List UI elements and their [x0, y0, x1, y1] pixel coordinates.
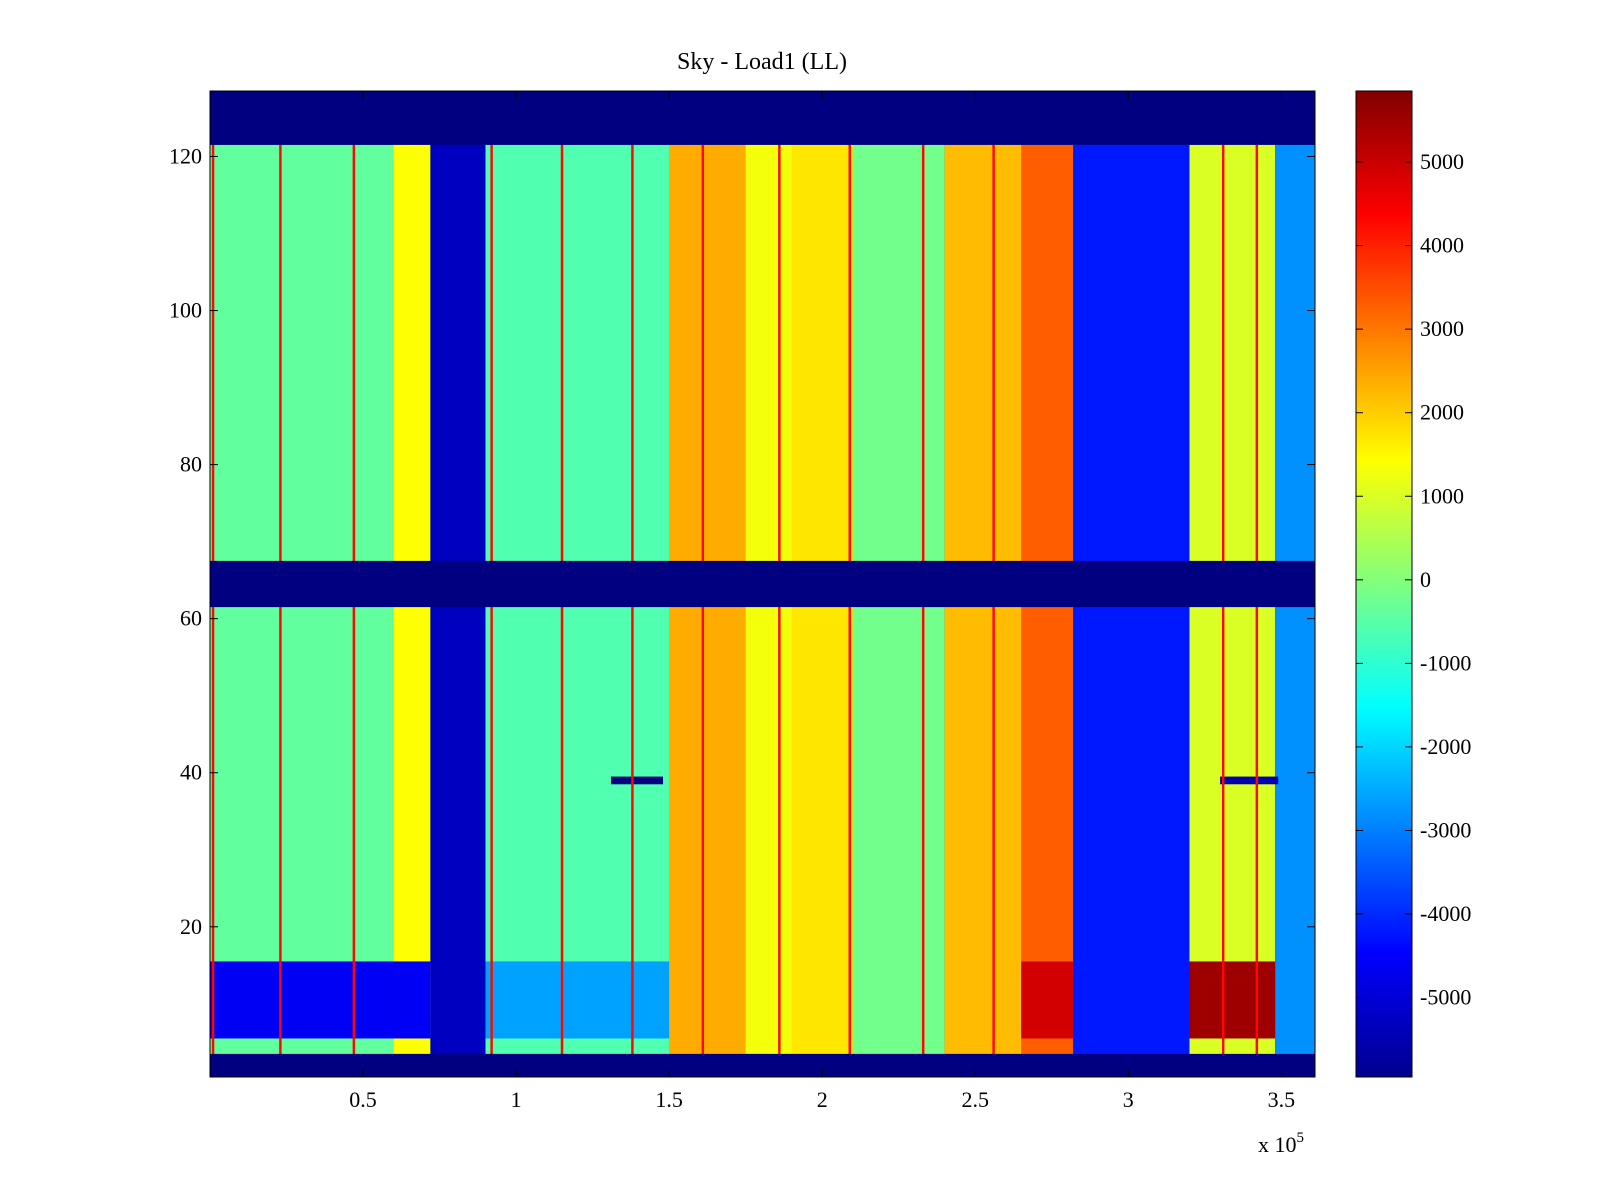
colorbar-tick-label: -4000 [1420, 901, 1471, 926]
heatmap-row-band [485, 961, 670, 1039]
colorbar-tick-label: -2000 [1420, 734, 1471, 759]
heatmap-row-band [1189, 961, 1276, 1039]
colorbar-tick-label: -3000 [1420, 818, 1471, 843]
x-tick-label: 2 [817, 1087, 828, 1112]
y-tick-label: 120 [169, 143, 202, 168]
heatmap-row-band [1220, 776, 1279, 785]
heatmap-cells [210, 91, 1315, 1077]
colorbar-tick-label: 2000 [1420, 400, 1464, 425]
colorbar-tick-label: 0 [1420, 567, 1431, 592]
heatmap-row-band [1021, 961, 1074, 1039]
x-tick-label: 1.5 [655, 1087, 683, 1112]
x-tick-label: 2.5 [961, 1087, 989, 1112]
heatmap-row-band [210, 961, 431, 1039]
colorbar-tick-label: 3000 [1420, 316, 1464, 341]
heatmap-masked-rows [210, 91, 1315, 145]
x-axis: 0.5 1 1.5 2 2.5 3 3.5 [349, 91, 1295, 1112]
x-tick-label: 0.5 [349, 1087, 377, 1112]
y-tick-label: 80 [180, 452, 202, 477]
colorbar-tick-label: -1000 [1420, 650, 1471, 675]
heatmap-masked-rows [210, 560, 1315, 608]
y-tick-label: 100 [169, 298, 202, 323]
colorbar-tick-label: 1000 [1420, 483, 1464, 508]
heatmap-masked-rows [210, 1053, 1315, 1077]
y-tick-label: 20 [180, 914, 202, 939]
x-tick-label: 1 [511, 1087, 522, 1112]
x-tick-label: 3 [1123, 1087, 1134, 1112]
y-tick-label: 60 [180, 606, 202, 631]
colorbar-tick-label: 4000 [1420, 233, 1464, 258]
chart-title: Sky - Load1 (LL) [677, 49, 847, 75]
colorbar-tick-label: -5000 [1420, 985, 1471, 1010]
plot-area-frame [209, 90, 1316, 1078]
colorbar-tick-label: 5000 [1420, 149, 1464, 174]
colorbar-axis: 5000 4000 3000 2000 1000 0 -1000 -2000 -3000 -400… [1356, 149, 1471, 1010]
heatmap-row-band [610, 776, 664, 785]
colorbar [1355, 90, 1413, 1078]
x-exponent: x 105 [1258, 1130, 1304, 1157]
y-axis: 20 40 60 80 100 120 [169, 143, 1315, 939]
y-tick-label: 40 [180, 760, 202, 785]
x-tick-label: 3.5 [1268, 1087, 1296, 1112]
